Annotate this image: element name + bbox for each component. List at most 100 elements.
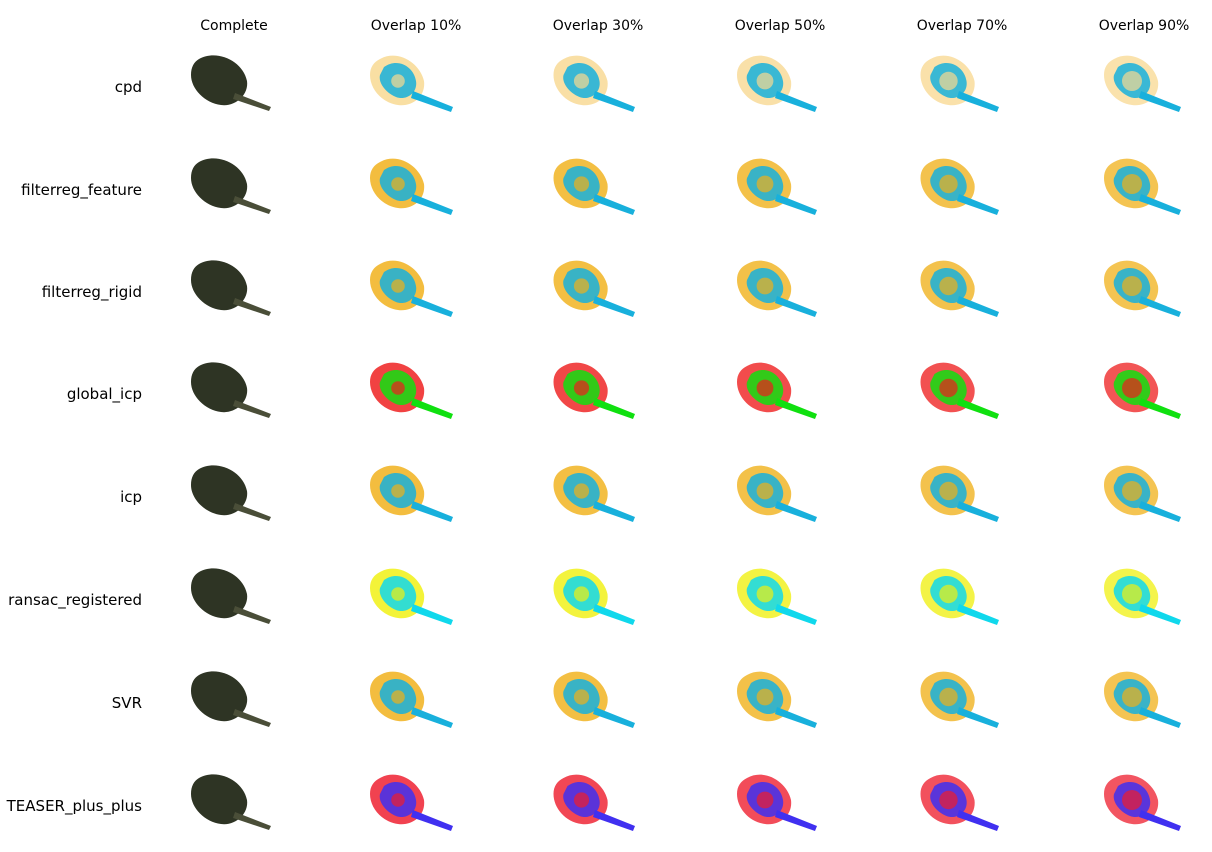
- overlap-region-shape: [756, 688, 774, 706]
- overlap-region-shape: [1122, 687, 1142, 707]
- tail-shape: [233, 812, 271, 830]
- tail-shape: [233, 606, 271, 624]
- overlap-region-shape: [1122, 481, 1142, 501]
- tail-shape: [1139, 194, 1181, 215]
- column-header-5: Overlap 90%: [1098, 18, 1190, 34]
- overlap-region-shape: [1122, 71, 1142, 91]
- complete-shape-image: [179, 764, 289, 844]
- tail-shape: [593, 810, 635, 831]
- overlap-region-shape: [939, 71, 958, 91]
- registration-result-image: [907, 45, 1017, 125]
- tail-shape: [593, 398, 635, 419]
- overlap-region-shape: [756, 585, 774, 603]
- registration-result-image: [1089, 45, 1199, 125]
- overlap-region-shape: [939, 481, 958, 501]
- complete-shape-image: [179, 148, 289, 228]
- tail-shape: [233, 400, 271, 418]
- overlap-region-shape: [756, 791, 774, 809]
- row-label-1: filterreg_feature: [21, 181, 142, 199]
- tail-shape: [233, 196, 271, 214]
- overlap-region-shape: [391, 484, 405, 498]
- registration-result-image: [1089, 455, 1199, 535]
- registration-result-image: [1089, 250, 1199, 330]
- tail-shape: [1139, 707, 1181, 728]
- row-label-6: SVR: [111, 694, 142, 712]
- registration-result-image: [543, 148, 653, 228]
- overlap-region-shape: [939, 378, 958, 398]
- registration-result-image: [361, 661, 471, 741]
- overlap-region-shape: [573, 176, 590, 192]
- tail-shape: [775, 91, 817, 112]
- tail-shape: [233, 93, 271, 111]
- row-label-4: icp: [120, 488, 142, 506]
- registration-result-image: [543, 764, 653, 844]
- overlap-region-shape: [391, 690, 405, 704]
- overlap-region-shape: [391, 793, 405, 807]
- registration-result-image: [907, 352, 1017, 432]
- row-label-5: ransac_registered: [8, 591, 142, 609]
- tail-shape: [1139, 296, 1181, 317]
- overlap-region-shape: [573, 586, 590, 602]
- registration-result-image: [361, 764, 471, 844]
- tail-shape: [411, 604, 453, 625]
- overlap-region-shape: [1122, 174, 1142, 194]
- registration-result-image: [725, 45, 835, 125]
- registration-result-image: [1089, 352, 1199, 432]
- overlap-region-shape: [1122, 276, 1142, 296]
- overlap-region-shape: [939, 687, 958, 707]
- tail-shape: [957, 707, 999, 728]
- complete-shape-image: [179, 250, 289, 330]
- overlap-region-shape: [756, 379, 774, 397]
- overlap-region-shape: [756, 277, 774, 295]
- tail-shape: [411, 398, 453, 419]
- overlap-region-shape: [1122, 584, 1142, 604]
- body-shape: [191, 671, 248, 722]
- registration-result-image: [725, 661, 835, 741]
- registration-result-image: [907, 558, 1017, 638]
- column-header-0: Complete: [200, 18, 268, 34]
- tail-shape: [593, 296, 635, 317]
- overlap-region-shape: [939, 276, 958, 296]
- tail-shape: [233, 503, 271, 521]
- registration-result-image: [543, 352, 653, 432]
- registration-result-image: [1089, 148, 1199, 228]
- body-shape: [191, 465, 248, 516]
- overlap-region-shape: [573, 792, 590, 808]
- tail-shape: [411, 810, 453, 831]
- column-header-2: Overlap 30%: [552, 18, 644, 34]
- registration-result-image: [543, 45, 653, 125]
- registration-result-image: [725, 148, 835, 228]
- registration-result-image: [1089, 661, 1199, 741]
- complete-shape-image: [179, 45, 289, 125]
- overlap-region-shape: [573, 380, 590, 396]
- registration-result-image: [361, 558, 471, 638]
- tail-shape: [957, 296, 999, 317]
- tail-shape: [775, 398, 817, 419]
- body-shape: [191, 158, 248, 209]
- registration-result-image: [543, 250, 653, 330]
- registration-result-image: [725, 558, 835, 638]
- tail-shape: [775, 707, 817, 728]
- tail-shape: [411, 296, 453, 317]
- tail-shape: [411, 501, 453, 522]
- complete-shape-image: [179, 661, 289, 741]
- overlap-region-shape: [573, 278, 590, 294]
- tail-shape: [593, 194, 635, 215]
- tail-shape: [593, 91, 635, 112]
- tail-shape: [775, 296, 817, 317]
- overlap-region-shape: [573, 689, 590, 705]
- overlap-region-shape: [939, 790, 958, 810]
- overlap-region-shape: [573, 483, 590, 499]
- tail-shape: [775, 501, 817, 522]
- tail-shape: [593, 707, 635, 728]
- tail-shape: [957, 398, 999, 419]
- registration-result-image: [361, 352, 471, 432]
- complete-shape-image: [179, 352, 289, 432]
- tail-shape: [593, 501, 635, 522]
- body-shape: [191, 55, 248, 106]
- overlap-region-shape: [756, 482, 774, 500]
- registration-result-image: [725, 764, 835, 844]
- row-label-7: TEASER_plus_plus: [6, 797, 142, 815]
- overlap-region-shape: [1122, 378, 1142, 398]
- complete-shape-image: [179, 558, 289, 638]
